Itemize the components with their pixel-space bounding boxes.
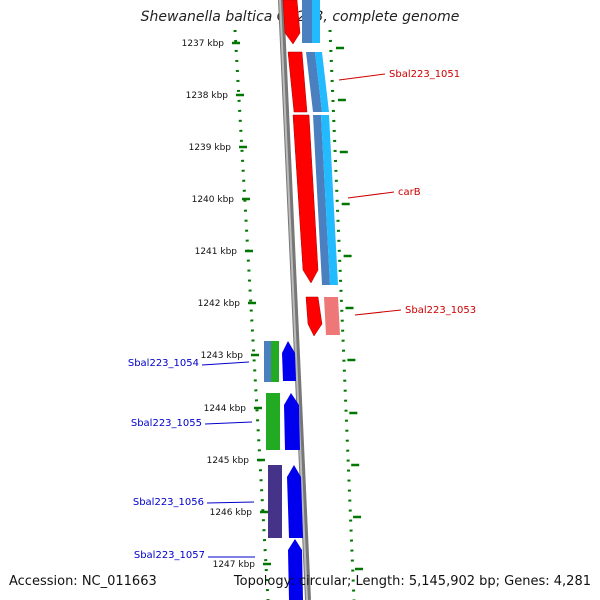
accession-text: Accession: NC_011663 (9, 574, 157, 589)
label-leader-line (201, 361, 250, 366)
tick-label: 1244 kbp (204, 404, 247, 414)
gene-label[interactable]: Sbal223_1057 (134, 550, 205, 561)
map-title: Shewanella baltica OS223, complete genom… (140, 9, 460, 25)
tick-label: 1241 kbp (195, 247, 238, 257)
topology-text: Topology: circular; Length: 5,145,902 bp… (233, 574, 591, 589)
cds-block (302, 0, 312, 43)
gene-label[interactable]: Sbal223_1051 (389, 69, 460, 80)
cds-block (324, 297, 340, 335)
gene-label[interactable]: Sbal223_1054 (128, 358, 199, 369)
gene-arrow-carb[interactable] (292, 114, 319, 284)
gene-label[interactable]: carB (398, 187, 421, 198)
gene-arrow-sbal223-1055[interactable] (284, 393, 300, 450)
gene-arrow-sbal223-1053[interactable] (305, 296, 323, 337)
genome-backbone-highlight (279, 0, 308, 600)
cds-block (273, 393, 280, 450)
gene-arrow-sbal223-1056[interactable] (287, 465, 303, 538)
tick-label: 1239 kbp (189, 143, 232, 153)
cds-block (321, 115, 338, 285)
gene-arrow-sbal223-1057[interactable] (288, 539, 303, 600)
cds-block (266, 393, 273, 450)
tick-label: 1242 kbp (198, 299, 241, 309)
label-leader-line (347, 191, 395, 199)
gene-arrow-forward[interactable] (282, 0, 301, 45)
gene-label[interactable]: Sbal223_1053 (405, 305, 476, 316)
gene-label[interactable]: Sbal223_1056 (133, 497, 204, 508)
tick-label: 1247 kbp (213, 560, 256, 570)
cds-block (271, 341, 279, 382)
gene-arrow-sbal223-1054[interactable] (282, 341, 296, 381)
label-leader-line (204, 421, 253, 425)
cds-block (306, 52, 322, 112)
tick-label: 1245 kbp (207, 456, 250, 466)
cds-block (312, 0, 320, 43)
gene-arrow-sbal223-1051[interactable] (287, 51, 308, 113)
label-leader-line (206, 501, 255, 504)
label-leader-line (354, 309, 402, 316)
cds-block (264, 341, 271, 382)
coordinate-ticks: 1237 kbp 1238 kbp 1239 kbp 1240 kbp 1241 kbp… (182, 39, 363, 571)
cds-block (313, 115, 330, 285)
label-leader-line (338, 73, 386, 81)
tick-label: 1240 kbp (192, 195, 235, 205)
gene-labels: Sbal223_1051 carB Sbal223_1053 Sbal223_1054… (128, 69, 476, 561)
tick-label: 1246 kbp (210, 508, 253, 518)
gene-label[interactable]: Sbal223_1055 (131, 418, 202, 429)
tick-label: 1238 kbp (186, 91, 229, 101)
cds-block (315, 52, 329, 112)
tick-label: 1243 kbp (201, 351, 244, 361)
tick-label: 1237 kbp (182, 39, 225, 49)
cds-block (268, 465, 282, 538)
